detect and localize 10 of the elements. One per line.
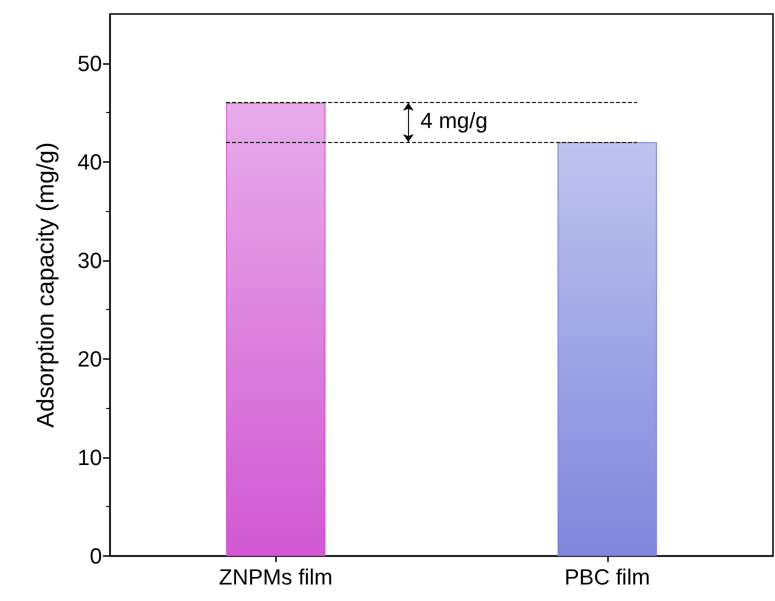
y-axis-title: Adsorption capacity (mg/g) <box>32 142 60 428</box>
y-tick-label: 10 <box>78 444 102 470</box>
annotation: 4 mg/g <box>420 108 488 133</box>
x-tick-label: PBC film <box>564 564 650 590</box>
y-tick-label: 30 <box>78 248 102 273</box>
y-tick-label: 50 <box>78 50 102 76</box>
x-tick-label: ZNPMs film <box>218 564 333 590</box>
y-tick-label: 0 <box>90 544 102 568</box>
y-tick-label: 20 <box>78 346 102 372</box>
y-tick-label: 40 <box>78 149 102 174</box>
